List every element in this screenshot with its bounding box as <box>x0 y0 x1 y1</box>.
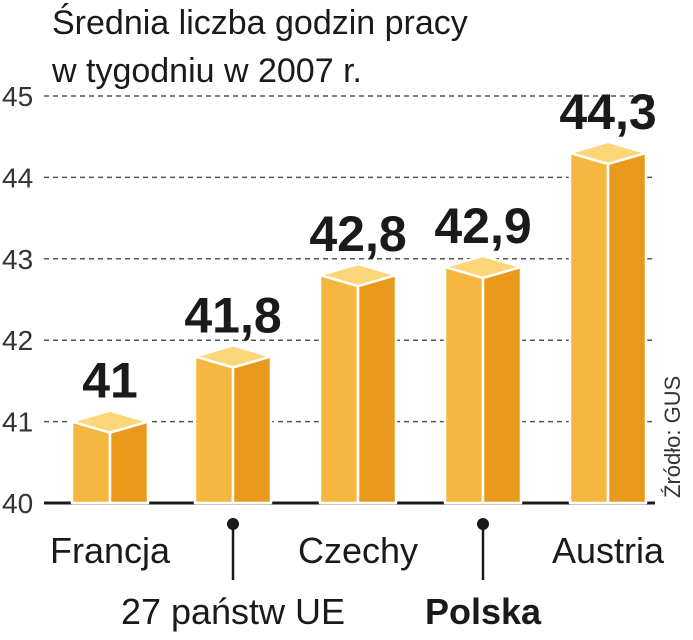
y-tick-label: 41 <box>2 407 33 438</box>
category-label: 27 państw UE <box>121 591 345 632</box>
y-tick-label: 43 <box>2 244 33 275</box>
value-labels: 41 41,8 42,8 42,9 44,3 <box>82 84 656 409</box>
y-tick-label: 45 <box>2 81 33 112</box>
bar-face-right <box>481 265 523 505</box>
category-label: Francja <box>50 530 171 571</box>
value-label: 42,9 <box>434 198 531 254</box>
value-label: 44,3 <box>559 84 656 140</box>
bar-face-left <box>443 265 485 505</box>
category-label: Austria <box>552 530 665 571</box>
bar <box>318 262 398 505</box>
y-tick-label: 42 <box>2 325 33 356</box>
bar-top <box>443 254 523 280</box>
category-label: Polska <box>425 591 542 632</box>
bars <box>70 140 648 505</box>
bar-top <box>70 409 150 434</box>
bar-face-left <box>70 420 112 505</box>
value-label: 41,8 <box>184 287 281 343</box>
chart-title-line-2: w tygodniu w 2007 r. <box>51 52 362 90</box>
bar-face-right <box>356 273 398 505</box>
y-tick-label: 40 <box>2 488 33 519</box>
bar <box>443 254 523 505</box>
bar <box>70 409 150 505</box>
source-note: Źródło: GUS <box>660 376 685 498</box>
bar-top <box>568 140 648 166</box>
bar-top <box>193 344 273 369</box>
chart-title-line-1: Średnia liczba godzin pracy <box>52 3 468 42</box>
value-label: 42,8 <box>309 206 406 262</box>
bar-face-right <box>606 151 648 505</box>
bar-face-right <box>231 355 273 505</box>
category-label: Czechy <box>298 530 418 571</box>
y-tick-label: 44 <box>2 162 33 193</box>
bar-top <box>318 262 398 288</box>
bar <box>193 344 273 505</box>
bar-face-left <box>568 151 610 505</box>
bar-face-right <box>108 420 150 505</box>
value-label: 41 <box>82 353 138 409</box>
bar-face-left <box>318 273 360 505</box>
bar-face-left <box>193 355 235 505</box>
bar <box>568 140 648 505</box>
